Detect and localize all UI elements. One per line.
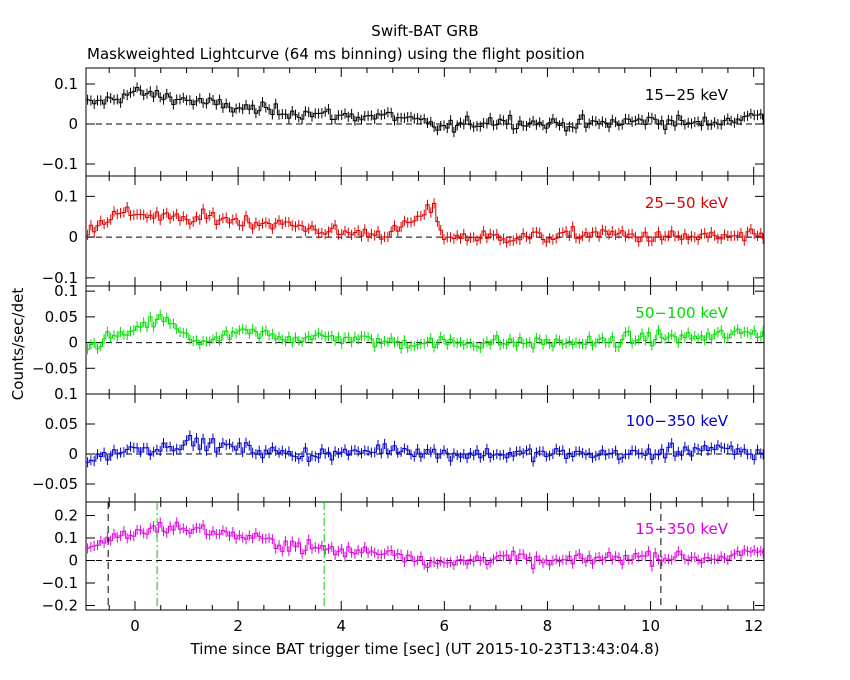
band-label: 25−50 keV [645, 194, 729, 212]
y-tick-label: 0 [68, 115, 78, 133]
y-tick-label: 0.2 [54, 507, 78, 525]
y-tick-label: −0.05 [32, 359, 78, 377]
y-tick-label: 0.1 [54, 187, 78, 205]
y-tick-label: −0.1 [42, 155, 78, 173]
y-tick-label: 0.05 [45, 308, 78, 326]
x-tick-label: 6 [440, 617, 450, 635]
lightcurve-series [86, 314, 764, 350]
x-tick-label: 0 [130, 617, 140, 635]
y-tick-label: 0.1 [54, 282, 78, 300]
chart-subtitle: Maskweighted Lightcurve (64 ms binning) … [87, 45, 585, 63]
x-tick-label: 2 [233, 617, 243, 635]
lightcurve-series [86, 87, 764, 133]
y-tick-label: −0.1 [42, 574, 78, 592]
y-axis-label: Counts/sec/det [9, 287, 27, 401]
panel-frame [85, 175, 765, 287]
x-tick-label: 10 [641, 617, 660, 635]
lightcurve-series [86, 435, 764, 463]
y-tick-label: −0.2 [42, 597, 78, 615]
band-label: 15−350 keV [635, 520, 728, 538]
y-tick-label: 0.1 [54, 529, 78, 547]
y-tick-label: −0.05 [32, 475, 78, 493]
x-tick-label: 12 [744, 617, 763, 635]
y-tick-label: 0.1 [54, 385, 78, 403]
y-tick-label: 0.1 [54, 75, 78, 93]
lightcurve-series [86, 521, 764, 570]
band-label: 100−350 keV [626, 412, 729, 430]
x-axis-label: Time since BAT trigger time [sec] (UT 20… [190, 640, 660, 658]
y-tick-label: 0.05 [45, 415, 78, 433]
y-tick-label: 0 [68, 334, 78, 352]
x-tick-label: 4 [336, 617, 346, 635]
x-tick-label: 8 [543, 617, 553, 635]
y-tick-label: −0.1 [42, 269, 78, 287]
y-tick-label: 0 [68, 228, 78, 246]
panel-frame [85, 501, 765, 611]
y-tick-label: 0 [68, 552, 78, 570]
lightcurve-series [86, 202, 764, 244]
y-tick-label: 0 [68, 445, 78, 463]
chart-title: Swift-BAT GRB [371, 22, 479, 40]
band-label: 50−100 keV [635, 304, 728, 322]
band-label: 15−25 keV [645, 86, 729, 104]
